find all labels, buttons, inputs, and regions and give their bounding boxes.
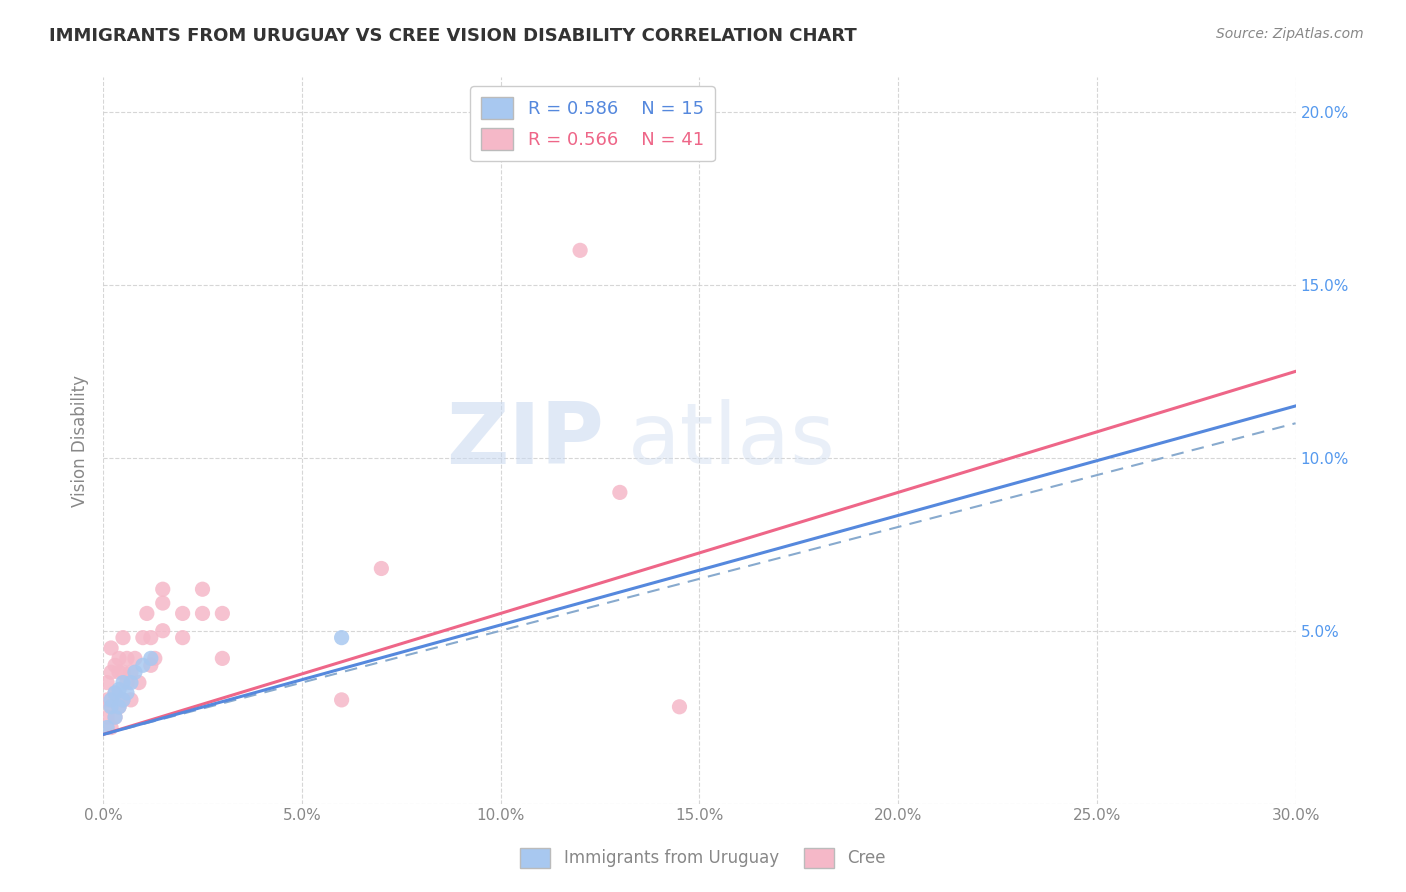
Point (172, 607, 194, 621)
Point (104, 686, 127, 700)
Text: ZIP: ZIP (446, 399, 605, 482)
Point (132, 631, 155, 645)
Point (135, 607, 157, 621)
Point (128, 675, 150, 690)
Point (96, 721, 118, 735)
Point (108, 665, 131, 680)
Point (124, 665, 146, 680)
Text: IMMIGRANTS FROM URUGUAY VS CREE VISION DISABILITY CORRELATION CHART: IMMIGRANTS FROM URUGUAY VS CREE VISION D… (49, 27, 858, 45)
Point (143, 651, 166, 665)
Point (609, 485, 631, 500)
Point (191, 607, 214, 621)
Point (100, 721, 122, 735)
Point (211, 651, 233, 665)
Point (152, 596, 174, 610)
Point (152, 582, 174, 597)
Point (104, 710, 127, 724)
Point (330, 631, 353, 645)
Point (108, 651, 131, 665)
Point (104, 710, 127, 724)
Point (139, 631, 162, 645)
Point (100, 699, 122, 714)
Point (115, 686, 138, 700)
Point (370, 561, 392, 575)
Point (330, 693, 353, 707)
Legend: R = 0.586    N = 15, R = 0.566    N = 41: R = 0.586 N = 15, R = 0.566 N = 41 (470, 87, 714, 161)
Point (120, 665, 142, 680)
Point (569, 244, 592, 258)
Text: Source: ZipAtlas.com: Source: ZipAtlas.com (1216, 27, 1364, 41)
Point (120, 675, 142, 690)
Point (108, 682, 131, 697)
Point (111, 631, 134, 645)
Point (111, 693, 134, 707)
Point (100, 693, 122, 707)
Point (172, 631, 194, 645)
Point (191, 582, 214, 597)
Point (100, 640, 122, 655)
Point (100, 665, 122, 680)
Point (96, 693, 118, 707)
Point (100, 699, 122, 714)
Point (111, 675, 134, 690)
Point (108, 699, 131, 714)
Point (111, 693, 134, 707)
Point (96, 675, 118, 690)
Point (139, 658, 162, 673)
Text: atlas: atlas (628, 399, 835, 482)
Point (104, 658, 127, 673)
Point (132, 658, 155, 673)
Y-axis label: Vision Disability: Vision Disability (72, 375, 89, 507)
Point (139, 651, 162, 665)
Point (120, 693, 142, 707)
Point (124, 651, 146, 665)
Point (211, 607, 233, 621)
Point (108, 699, 131, 714)
Point (96, 710, 118, 724)
Legend: Immigrants from Uruguay, Cree: Immigrants from Uruguay, Cree (513, 841, 893, 875)
Point (115, 675, 138, 690)
Point (668, 699, 690, 714)
Point (111, 665, 134, 680)
Point (104, 686, 127, 700)
Point (152, 624, 174, 638)
Point (115, 651, 138, 665)
